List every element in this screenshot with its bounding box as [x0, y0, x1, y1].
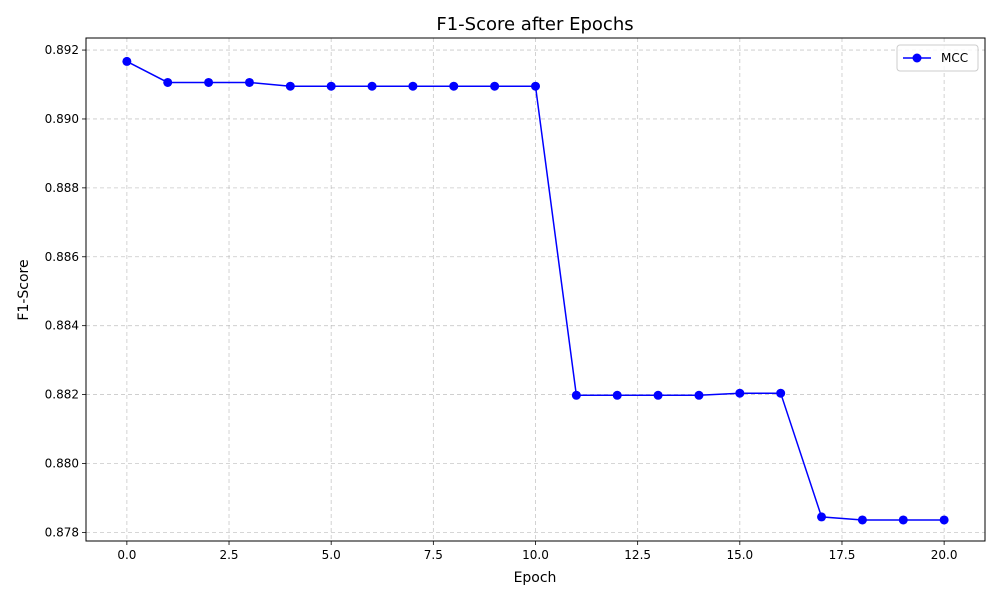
x-tick-label: 20.0 [931, 548, 958, 562]
data-point [735, 388, 745, 398]
y-tick-label: 0.878 [45, 525, 79, 539]
x-tick-label: 17.5 [829, 548, 856, 562]
data-point [122, 56, 132, 66]
y-tick-label: 0.892 [45, 43, 79, 57]
x-tick-label: 12.5 [624, 548, 651, 562]
data-point [612, 390, 622, 400]
legend-label-mcc: MCC [941, 51, 968, 65]
data-point [285, 81, 295, 91]
data-point [490, 81, 500, 91]
x-tick-label: 0.0 [117, 548, 136, 562]
chart-title: F1-Score after Epochs [436, 14, 633, 35]
data-point [408, 81, 418, 91]
data-point [204, 77, 214, 87]
data-point [163, 77, 173, 87]
legend-marker-swatch [912, 53, 922, 63]
x-axis-ticks: 0.0 2.5 5.0 7.5 10.0 12.5 15.0 17.5 20.0 [117, 541, 957, 562]
x-tick-label: 10.0 [522, 548, 549, 562]
y-tick-label: 0.880 [45, 456, 79, 470]
legend: MCC [896, 44, 979, 72]
x-tick-label: 15.0 [726, 548, 753, 562]
y-tick-label: 0.884 [45, 319, 79, 333]
data-point [817, 512, 827, 522]
y-tick-label: 0.888 [45, 181, 79, 195]
data-point [653, 390, 663, 400]
data-point [776, 388, 786, 398]
x-tick-label: 5.0 [322, 548, 341, 562]
legend-box [896, 44, 979, 72]
data-point [244, 77, 254, 87]
y-axis-ticks: 0.878 0.880 0.882 0.884 0.886 0.888 0.890 0.892 [45, 43, 86, 539]
data-point [857, 515, 867, 525]
y-tick-label: 0.886 [45, 250, 79, 264]
y-tick-label: 0.890 [45, 112, 79, 126]
data-point [531, 81, 540, 91]
data-point [898, 515, 908, 525]
x-axis-title: Epoch [514, 570, 557, 586]
data-point [694, 390, 704, 400]
y-tick-label: 0.882 [45, 388, 79, 402]
data-point [367, 81, 377, 91]
data-point [326, 81, 336, 91]
x-tick-label: 7.5 [424, 548, 443, 562]
data-point [571, 390, 581, 400]
x-tick-label: 2.5 [219, 548, 238, 562]
grid-lines [86, 38, 985, 541]
series-layer [122, 56, 949, 525]
data-point [449, 81, 459, 91]
data-point [939, 515, 949, 525]
y-axis-title: F1-Score [16, 259, 32, 320]
